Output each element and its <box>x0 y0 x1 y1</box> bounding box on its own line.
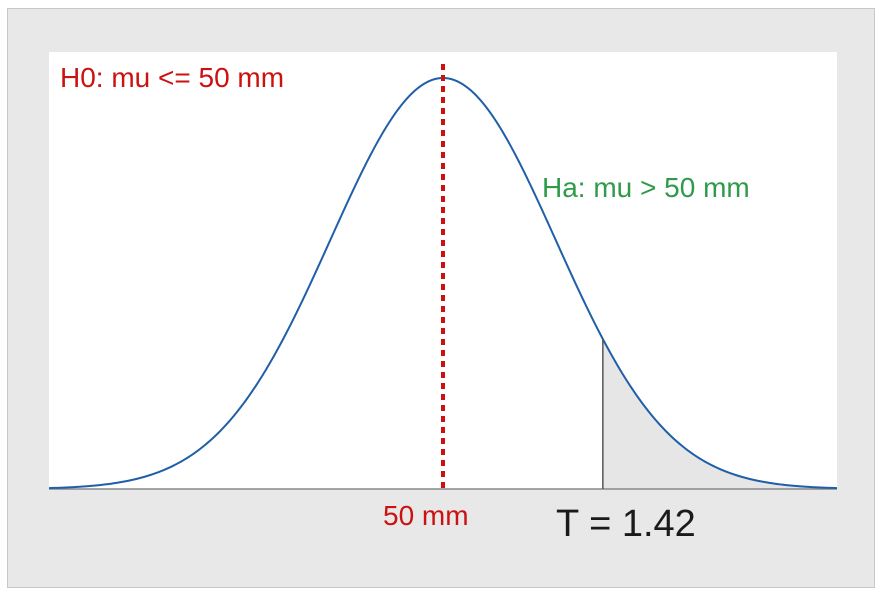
null-hypothesis-label: H0: mu <= 50 mm <box>60 62 285 93</box>
plot-area <box>49 52 837 489</box>
t-statistic-label: T = 1.42 <box>556 503 696 545</box>
right-tail-shaded-area <box>602 339 837 489</box>
null-mean-value-label: 50 mm <box>383 500 469 531</box>
alternative-hypothesis-label: Ha: mu > 50 mm <box>542 172 750 203</box>
